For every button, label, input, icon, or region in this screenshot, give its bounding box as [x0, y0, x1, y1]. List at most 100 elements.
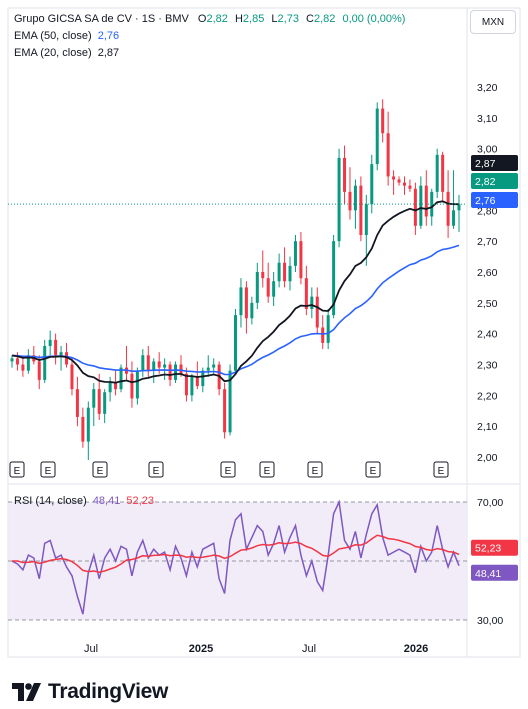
candle[interactable] [457, 194, 461, 232]
candle[interactable] [81, 407, 85, 448]
candle[interactable] [288, 256, 292, 291]
currency-button[interactable]: MXN [470, 10, 516, 34]
earnings-marker[interactable]: E [433, 461, 449, 478]
candle[interactable] [206, 355, 210, 377]
candle[interactable] [190, 373, 194, 402]
candle[interactable] [146, 346, 150, 377]
candle[interactable] [408, 179, 412, 192]
candle[interactable] [310, 287, 314, 319]
rsi-label: RSI (14, close) [14, 495, 87, 507]
candle[interactable] [48, 330, 52, 356]
candle[interactable] [370, 154, 374, 214]
candle[interactable] [402, 176, 406, 195]
tradingview-logo[interactable]: TradingView [12, 680, 168, 704]
candle[interactable] [184, 367, 188, 402]
earnings-marker[interactable]: E [307, 461, 323, 478]
candle[interactable] [277, 253, 281, 288]
candle[interactable] [135, 367, 139, 405]
candle[interactable] [315, 287, 319, 334]
candle[interactable] [75, 376, 79, 427]
earnings-marker[interactable]: E [220, 461, 236, 478]
candle[interactable] [130, 361, 134, 408]
candle[interactable] [26, 349, 30, 374]
candle[interactable] [392, 170, 396, 195]
candle[interactable] [244, 281, 248, 334]
candle[interactable] [359, 176, 363, 242]
candle[interactable] [435, 148, 439, 198]
candle-body [419, 185, 423, 226]
candle[interactable] [353, 179, 357, 229]
ema20-legend[interactable]: EMA (20, close) 2,87 [14, 47, 119, 59]
earnings-marker[interactable]: E [148, 461, 164, 478]
candle[interactable] [103, 389, 107, 424]
candle[interactable] [70, 358, 74, 396]
candle[interactable] [108, 376, 112, 402]
ema50-price-tag: 2,76 [471, 192, 518, 208]
candle[interactable] [10, 355, 14, 368]
candle[interactable] [43, 339, 47, 383]
earnings-marker[interactable]: E [92, 461, 108, 478]
rsi-pane[interactable]: 70,00 30,00 52,23 48,41 [8, 497, 518, 627]
candle[interactable] [343, 145, 347, 205]
candle[interactable] [381, 99, 385, 143]
candle-body [130, 373, 134, 399]
candle[interactable] [266, 262, 270, 303]
candle[interactable] [283, 247, 287, 288]
candle[interactable] [119, 364, 123, 393]
candle[interactable] [65, 342, 69, 368]
candle-body [190, 376, 194, 396]
candle-body [424, 185, 428, 217]
candle[interactable] [293, 235, 297, 272]
symbol-legend[interactable]: Grupo GICSA SA de CV · 1S · BMV O2,82 H2… [14, 13, 405, 25]
earnings-marker[interactable]: E [259, 461, 275, 478]
candle[interactable] [364, 194, 368, 266]
candle[interactable] [337, 148, 341, 248]
candle[interactable] [321, 315, 325, 350]
candle[interactable] [386, 111, 390, 186]
candle[interactable] [124, 346, 128, 380]
candle[interactable] [304, 265, 308, 316]
ohlc-open-value: 2,82 [206, 13, 228, 25]
candle[interactable] [413, 182, 417, 235]
candle[interactable] [174, 361, 178, 383]
candle[interactable] [452, 170, 456, 229]
candle[interactable] [272, 272, 276, 306]
candle[interactable] [348, 167, 352, 220]
earnings-marker[interactable]: E [9, 461, 25, 478]
candle[interactable] [86, 401, 90, 461]
candle[interactable] [228, 364, 232, 436]
candle[interactable] [168, 361, 172, 387]
earnings-marker[interactable]: E [40, 461, 56, 478]
candle[interactable] [419, 176, 423, 229]
price-candles[interactable] [10, 99, 461, 461]
candle-body [255, 272, 259, 303]
candle[interactable] [299, 231, 303, 285]
candle[interactable] [59, 346, 63, 371]
candle[interactable] [326, 309, 330, 350]
candle-body [397, 179, 401, 183]
candle[interactable] [92, 383, 96, 427]
rsi-legend[interactable]: RSI (14, close) 48,41 52,23 [14, 495, 154, 507]
candle[interactable] [195, 361, 199, 390]
candle[interactable] [239, 278, 243, 328]
candle[interactable] [54, 333, 58, 365]
candle[interactable] [234, 309, 237, 374]
candle[interactable] [397, 176, 401, 186]
candle[interactable] [441, 151, 445, 202]
ema50-legend[interactable]: EMA (50, close) 2,76 [14, 30, 119, 42]
candle[interactable] [375, 102, 379, 171]
price-axis[interactable]: 3,203,103,002,902,802,702,602,502,402,30… [477, 82, 498, 464]
time-axis[interactable]: Jul 2025 Jul 2026 [84, 643, 428, 655]
candle[interactable] [424, 170, 428, 226]
earnings-marker[interactable]: E [365, 461, 381, 478]
candle[interactable] [250, 296, 254, 325]
candle[interactable] [223, 383, 227, 439]
candle[interactable] [261, 250, 265, 288]
candle[interactable] [141, 349, 145, 377]
candle[interactable] [32, 346, 36, 365]
candle[interactable] [21, 358, 25, 377]
candle[interactable] [217, 361, 221, 396]
candle[interactable] [255, 262, 259, 309]
